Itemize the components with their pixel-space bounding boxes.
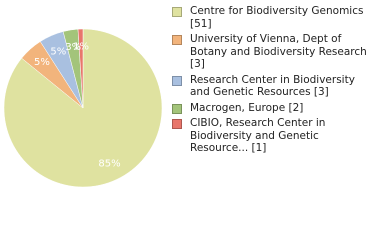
pie-slice: [77, 28, 84, 109]
legend-label: Centre for Biodiversity Genomics [51]: [190, 5, 364, 30]
legend-item: CIBIO, Research Center in Biodiversity a…: [172, 117, 372, 155]
pie: 85%5%5% 3%1%: [3, 28, 163, 188]
legend-item: Centre for Biodiversity Genomics [51]: [172, 5, 372, 30]
slice-label: 5%: [50, 47, 66, 58]
legend-item: Macrogen, Europe [2]: [172, 102, 372, 115]
legend-item: Research Center in Biodiversity and Gene…: [172, 74, 372, 99]
legend: Centre for Biodiversity Genomics [51] Uni…: [172, 5, 372, 155]
legend-swatch: [172, 103, 182, 114]
legend-label: Research Center in Biodiversity and Gene…: [190, 73, 355, 99]
legend-label: Macrogen, Europe [2]: [190, 101, 304, 114]
slice-label: 85%: [98, 159, 120, 170]
legend-label: CIBIO, Research Center in Biodiversity a…: [190, 117, 326, 154]
slice-label: 3%: [65, 42, 81, 53]
legend-item: University of Vienna, Dept of Botany and…: [172, 33, 372, 71]
legend-swatch: [172, 7, 182, 17]
slice-label: 1%: [73, 41, 89, 52]
legend-swatch: [172, 35, 182, 45]
legend-swatch: [172, 119, 182, 129]
legend-label: University of Vienna, Dept of Botany and…: [190, 33, 367, 70]
slice-label: 5%: [34, 57, 50, 68]
legend-swatch: [172, 75, 182, 86]
